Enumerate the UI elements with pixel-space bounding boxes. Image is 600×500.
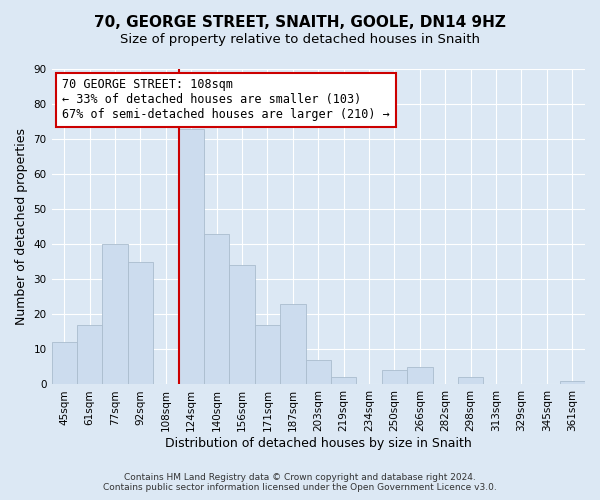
X-axis label: Distribution of detached houses by size in Snaith: Distribution of detached houses by size … xyxy=(165,437,472,450)
Text: Size of property relative to detached houses in Snaith: Size of property relative to detached ho… xyxy=(120,32,480,46)
Bar xyxy=(77,325,103,384)
Text: 70 GEORGE STREET: 108sqm
← 33% of detached houses are smaller (103)
67% of semi-: 70 GEORGE STREET: 108sqm ← 33% of detach… xyxy=(62,78,390,122)
Text: 70, GEORGE STREET, SNAITH, GOOLE, DN14 9HZ: 70, GEORGE STREET, SNAITH, GOOLE, DN14 9… xyxy=(94,15,506,30)
Bar xyxy=(52,342,77,384)
Bar xyxy=(458,378,484,384)
Y-axis label: Number of detached properties: Number of detached properties xyxy=(15,128,28,325)
Bar xyxy=(179,128,204,384)
Bar xyxy=(204,234,229,384)
Bar xyxy=(331,378,356,384)
Bar xyxy=(382,370,407,384)
Bar xyxy=(280,304,305,384)
Bar xyxy=(128,262,153,384)
Bar xyxy=(305,360,331,384)
Text: Contains HM Land Registry data © Crown copyright and database right 2024.
Contai: Contains HM Land Registry data © Crown c… xyxy=(103,473,497,492)
Bar xyxy=(103,244,128,384)
Bar xyxy=(560,381,585,384)
Bar xyxy=(229,266,255,384)
Bar xyxy=(255,325,280,384)
Bar xyxy=(407,367,433,384)
